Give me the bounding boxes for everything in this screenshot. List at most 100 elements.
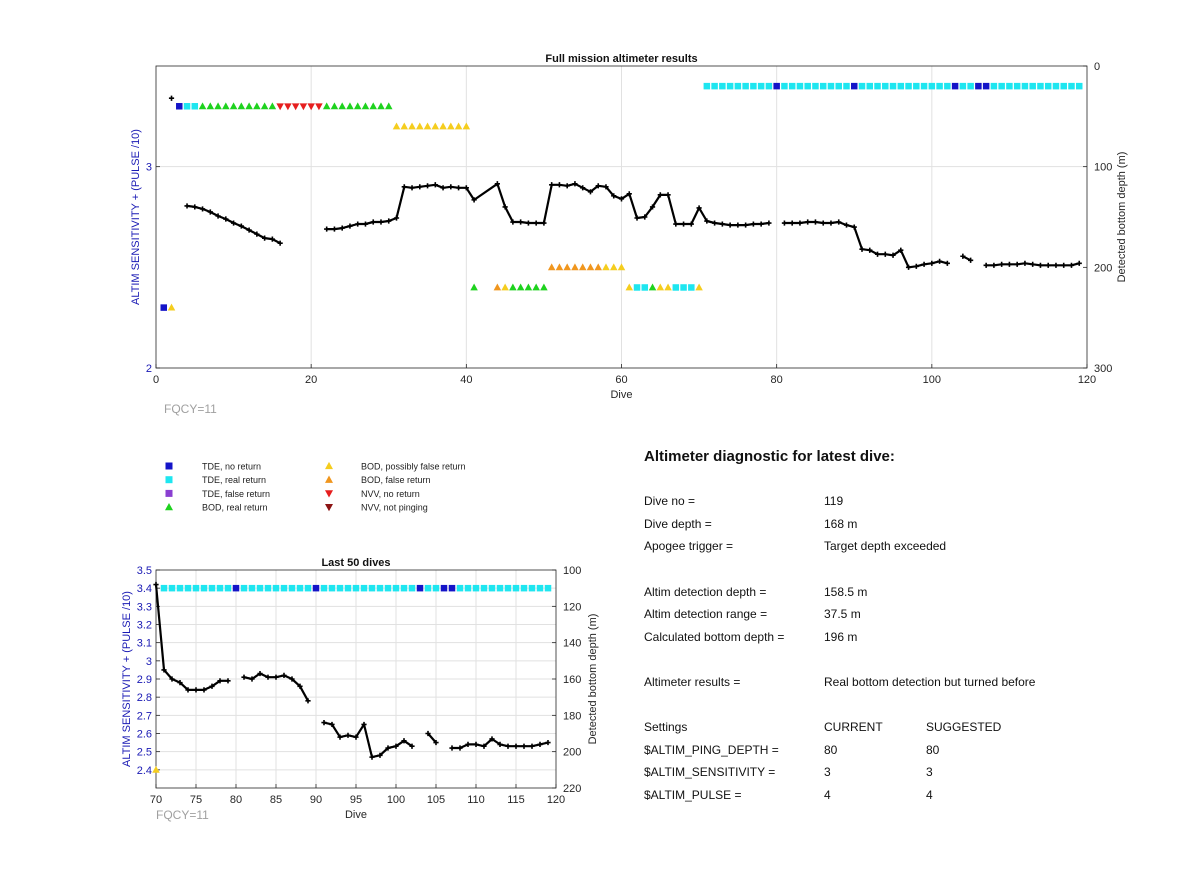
- marker-tde_real: [765, 82, 773, 90]
- depth-point: [1053, 262, 1059, 268]
- depth-point: [277, 240, 283, 246]
- marker-bod_false: [547, 263, 556, 271]
- depth-point: [385, 745, 391, 751]
- marker-bod_possibly_false: [609, 263, 618, 271]
- y-right-tick-label: 0: [1094, 61, 1100, 73]
- marker-tde_real: [843, 82, 850, 90]
- depth-point: [448, 184, 454, 190]
- depth-point: [1068, 262, 1075, 268]
- depth-point: [735, 222, 741, 228]
- depth-point: [193, 687, 199, 693]
- depth-point: [1030, 261, 1036, 267]
- marker-tde_real: [216, 584, 224, 592]
- marker-tde_no: [773, 82, 780, 90]
- marker-tde_no: [440, 584, 448, 592]
- marker-tde_real: [272, 584, 280, 592]
- depth-point: [1076, 260, 1082, 266]
- marker-bod_real: [385, 102, 393, 110]
- legend-item-tde_real: TDE, real return: [165, 475, 266, 485]
- marker-tde_real: [990, 82, 998, 90]
- depth-point: [254, 231, 260, 237]
- depth-point: [424, 183, 431, 189]
- depth-point: [401, 738, 407, 744]
- legend-marker-bod_false: [325, 475, 333, 483]
- depth-point: [489, 736, 495, 742]
- marker-tde_real: [781, 82, 788, 90]
- diag-label: Dive no =: [644, 494, 696, 508]
- depth-point: [177, 680, 183, 686]
- marker-bod_possibly_false: [431, 122, 440, 130]
- depth-point: [505, 743, 511, 749]
- depth-point: [289, 676, 295, 682]
- marker-bod_real: [353, 102, 362, 110]
- depth-point: [1045, 262, 1051, 268]
- marker-tde_real: [1060, 82, 1067, 90]
- marker-tde_real: [304, 584, 312, 592]
- depth-point: [665, 192, 671, 198]
- y-right-tick-label: 200: [563, 747, 581, 759]
- marker-tde_real: [812, 82, 819, 90]
- marker-bod_real: [206, 102, 215, 110]
- depth-point: [595, 183, 601, 189]
- depth-point: [192, 204, 198, 210]
- depth-point: [727, 222, 733, 228]
- depth-point: [812, 219, 819, 225]
- marker-bod_real: [253, 102, 261, 110]
- marker-tde_real: [296, 584, 304, 592]
- x-tick-label: 75: [190, 794, 202, 806]
- depth-point: [657, 192, 663, 198]
- depth-point: [362, 221, 369, 227]
- depth-point: [249, 676, 255, 682]
- y-left-axis-label: ALTIM SENSITIVITY + (PULSE /10): [130, 129, 142, 305]
- marker-tde_real: [928, 82, 936, 90]
- marker-tde_real: [882, 82, 889, 90]
- depth-point: [339, 225, 345, 231]
- depth-point: [836, 219, 842, 225]
- y-right-tick-label: 220: [563, 783, 581, 795]
- depth-point: [781, 220, 788, 226]
- depth-point: [580, 185, 586, 191]
- marker-tde_real: [897, 82, 905, 90]
- diag-label: Altim detection range =: [644, 607, 768, 621]
- marker-tde_real: [191, 103, 199, 110]
- diagnostic-title: Altimeter diagnostic for latest dive:: [644, 448, 895, 465]
- legend-item-nvv_not_pinging: NVV, not pinging: [325, 503, 428, 513]
- x-tick-label: 20: [305, 374, 317, 386]
- depth-point: [463, 185, 469, 191]
- y-left-tick-label: 3: [146, 162, 152, 174]
- depth-point: [269, 236, 275, 242]
- depth-point: [273, 674, 279, 680]
- full-mission-chart: 0 20 40 60 80 100 120 2 3 0 100 200 300 Full mission …: [130, 53, 1128, 416]
- marker-tde_real: [504, 584, 512, 592]
- marker-tde_real: [1037, 82, 1044, 90]
- depth-point: [696, 205, 702, 211]
- setting-current: 4: [824, 788, 831, 802]
- marker-tde_real: [1021, 82, 1029, 90]
- marker-tde_real: [796, 82, 804, 90]
- depth-point: [843, 222, 850, 228]
- marker-tde_real: [183, 103, 191, 110]
- marker-bod_real: [338, 102, 346, 110]
- depth-point: [370, 219, 376, 225]
- marker-bod_real: [346, 102, 354, 110]
- depth-point: [409, 185, 415, 191]
- depth-point: [960, 253, 966, 259]
- depth-point: [634, 215, 640, 221]
- marker-tde_real: [352, 584, 360, 592]
- y-right-tick-label: 300: [1094, 363, 1112, 375]
- marker-bod_real: [470, 283, 478, 291]
- marker-tde_real: [680, 284, 687, 291]
- legend-item-bod_false: BOD, false return: [325, 475, 431, 485]
- marker-bod_possibly_false: [656, 283, 665, 291]
- marker-tde_real: [1013, 82, 1021, 90]
- y-right-tick-label: 120: [563, 601, 581, 613]
- legend-item-nvv_no: NVV, no return: [325, 489, 420, 499]
- settings-header-label: Settings: [644, 720, 688, 734]
- marker-tde_real: [726, 82, 734, 90]
- marker-bod_possibly_false: [602, 263, 610, 271]
- marker-tde_real: [344, 584, 352, 592]
- depth-point: [867, 247, 873, 253]
- marker-tde_real: [835, 82, 842, 90]
- depth-point: [393, 215, 400, 221]
- depth-point: [766, 220, 772, 226]
